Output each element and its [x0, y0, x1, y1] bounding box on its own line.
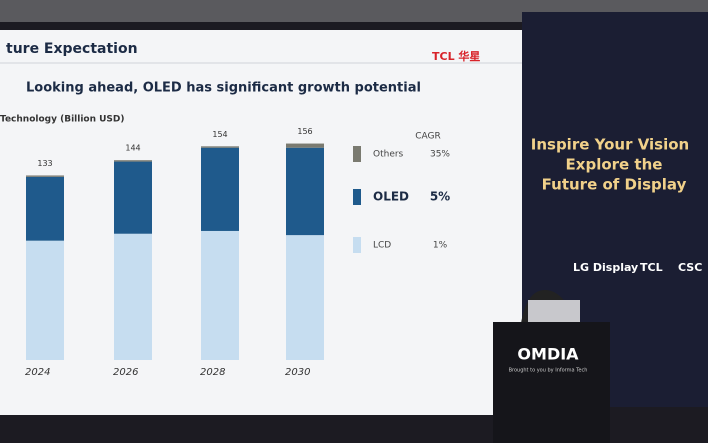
x-tick-label: 2026	[113, 367, 138, 378]
bar-segment	[26, 240, 64, 360]
podium	[493, 322, 610, 443]
bar-segment	[201, 147, 239, 231]
x-tick-label: 2024	[25, 367, 50, 378]
slide	[0, 30, 525, 415]
banner-line: Inspire Your Vision	[531, 136, 690, 154]
total-label: 154	[212, 130, 227, 139]
legend-label: LCD	[373, 241, 391, 251]
total-label: 144	[125, 144, 140, 153]
sponsor: TCL	[640, 261, 663, 274]
legend-swatch	[353, 237, 361, 253]
cagr-label: 35%	[430, 150, 450, 160]
bar-segment	[114, 161, 152, 234]
bar-segment	[286, 147, 324, 236]
podium-tagline: Brought to you by Informa Tech	[509, 368, 588, 374]
bar-segment	[26, 176, 64, 241]
banner-line: Future of Display	[542, 176, 687, 194]
legend-swatch	[353, 189, 361, 205]
sponsor: LG Display	[573, 261, 638, 274]
logo: TCL 华星	[432, 49, 480, 63]
cagr-header: CAGR	[415, 132, 441, 142]
bar-segment	[286, 143, 324, 148]
bar-segment	[201, 146, 239, 148]
legend-swatch	[353, 146, 361, 162]
legend-label: OLED	[373, 190, 409, 204]
bar-segment	[114, 233, 152, 360]
x-tick-label: 2030	[285, 367, 310, 378]
banner-line: Explore the	[566, 156, 663, 174]
bar-segment	[114, 160, 152, 162]
laptop	[528, 300, 580, 324]
legend-label: Others	[373, 150, 404, 160]
cagr-label: 5%	[430, 190, 450, 204]
bar-segment	[26, 175, 64, 177]
podium-brand: OMDIA	[517, 345, 579, 364]
subtitle: Looking ahead, OLED has significant grow…	[26, 81, 421, 96]
bar-segment	[201, 230, 239, 360]
slide-title: ture Expectation	[6, 41, 138, 57]
total-label: 156	[297, 127, 312, 136]
sponsor: CSC	[678, 261, 702, 274]
x-tick-label: 2028	[200, 367, 225, 378]
cagr-label: 1%	[433, 241, 448, 251]
total-label: 133	[37, 159, 52, 168]
y-axis-label: Technology (Billion USD)	[0, 115, 125, 125]
bar-segment	[286, 235, 324, 360]
